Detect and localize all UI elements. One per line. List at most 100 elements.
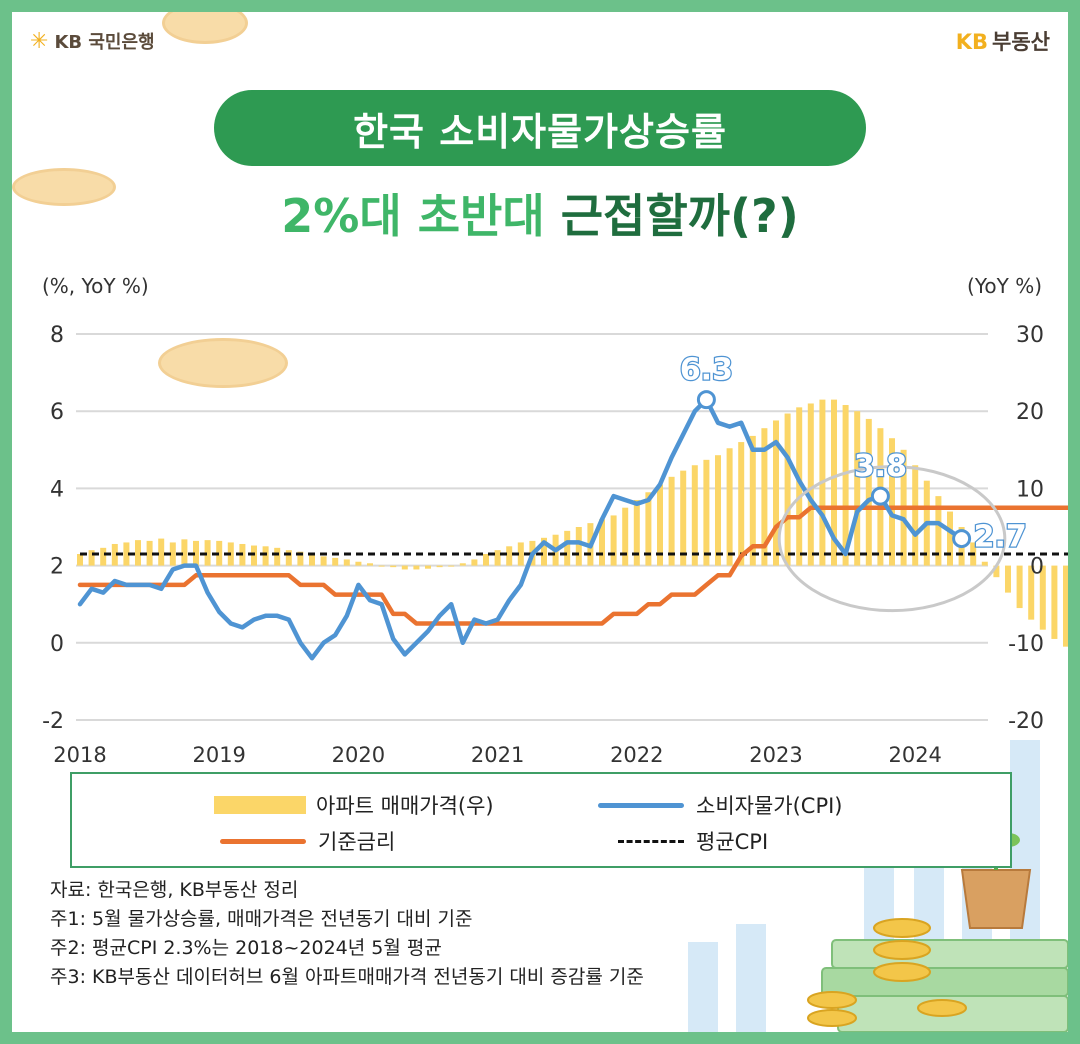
note-line: 주2: 평균CPI 2.3%는 2018~2024년 5월 평균 bbox=[50, 937, 442, 959]
bar-apartment-price bbox=[1016, 565, 1023, 609]
right-axis-tick-label: 20 bbox=[1016, 400, 1044, 425]
bar-apartment-price bbox=[564, 530, 571, 566]
bar-apartment-price bbox=[680, 470, 687, 566]
building-decoration bbox=[736, 924, 766, 1032]
cpi-marker bbox=[696, 390, 716, 410]
bar-apartment-price bbox=[993, 565, 1000, 578]
bar-apartment-price bbox=[378, 565, 385, 567]
bar-apartment-price bbox=[761, 428, 768, 566]
right-axis-tick-label: -10 bbox=[1008, 632, 1044, 657]
bar-apartment-price bbox=[401, 565, 408, 570]
bar-apartment-price bbox=[193, 540, 199, 566]
bar-apartment-price bbox=[935, 496, 942, 566]
legend-label-bars: 아파트 매매가격(우) bbox=[316, 794, 494, 818]
bar-apartment-price bbox=[285, 550, 292, 566]
bar-apartment-price bbox=[216, 540, 223, 566]
page-title: 한국 소비자물가상승률 bbox=[214, 90, 866, 166]
right-axis-tick-label: 10 bbox=[1016, 477, 1044, 502]
bar-apartment-price bbox=[100, 547, 107, 566]
legend-item-cpi: 소비자물가(CPI) bbox=[598, 790, 843, 820]
bar-apartment-price bbox=[657, 484, 663, 566]
bar-apartment-price bbox=[865, 418, 872, 566]
right-axis-unit-label: (YoY %) bbox=[967, 274, 1042, 298]
bar-apartment-price bbox=[575, 527, 582, 566]
bar-apartment-price bbox=[633, 499, 640, 566]
bar-apartment-price bbox=[367, 563, 373, 566]
right-axis-tick-label: -20 bbox=[1008, 709, 1044, 734]
bar-apartment-price bbox=[459, 563, 466, 566]
gold-coin-stack bbox=[873, 918, 931, 938]
x-axis-tick-label: 2019 bbox=[192, 743, 245, 767]
bar-apartment-price bbox=[204, 540, 211, 566]
x-axis-tick-label: 2018 bbox=[53, 743, 106, 767]
legend-item-bars: 아파트 매매가격(우) bbox=[214, 790, 494, 820]
bar-apartment-price bbox=[123, 542, 130, 566]
kb-bank-logo-text: KB 국민은행 bbox=[54, 32, 155, 53]
left-axis-unit-label: (%, YoY %) bbox=[42, 274, 149, 298]
bar-apartment-price bbox=[436, 565, 443, 568]
bar-apartment-price bbox=[981, 561, 988, 566]
bar-apartment-price bbox=[146, 540, 153, 566]
legend-swatch-cpi bbox=[598, 802, 684, 808]
bar-apartment-price bbox=[332, 557, 339, 566]
x-axis-tick-label: 2024 bbox=[888, 743, 941, 767]
note-line: 주3: KB부동산 데이터허브 6월 아파트매매가격 전년동기 대비 증감률 기… bbox=[50, 966, 644, 988]
kb-estate-logo-text: 부동산 bbox=[992, 30, 1050, 54]
bar-apartment-price bbox=[390, 565, 397, 568]
bar-apartment-price bbox=[668, 476, 675, 566]
bar-apartment-price bbox=[262, 546, 269, 566]
bar-apartment-price bbox=[158, 538, 165, 566]
legend-swatch-rate bbox=[220, 838, 306, 844]
bar-apartment-price bbox=[784, 413, 791, 566]
bar-apartment-price bbox=[320, 556, 327, 566]
legend-label-rate: 기준금리 bbox=[318, 830, 396, 854]
bar-apartment-price bbox=[715, 455, 721, 566]
bar-apartment-price bbox=[842, 405, 849, 566]
cpi-line bbox=[77, 397, 964, 661]
bar-apartment-price bbox=[738, 442, 745, 566]
x-axis-tick-label: 2022 bbox=[610, 743, 663, 767]
legend-label-avg: 평균CPI bbox=[696, 830, 769, 854]
coin-decoration-top bbox=[162, 12, 248, 44]
bar-apartment-price bbox=[309, 554, 315, 566]
bar-apartment-price bbox=[691, 465, 698, 566]
bar-apartment-price bbox=[749, 435, 756, 566]
bar-apartment-price bbox=[297, 551, 304, 566]
gold-coin-stack bbox=[917, 999, 967, 1017]
chart-legend: 아파트 매매가격(우) 소비자물가(CPI) 기준금리 평균CPI bbox=[70, 772, 1012, 868]
bar-apartment-price bbox=[251, 545, 257, 566]
highlight-ellipse bbox=[777, 465, 1007, 613]
bar-apartment-price bbox=[889, 438, 895, 566]
kb-bank-logo: ✳ KB 국민은행 bbox=[30, 28, 155, 54]
bar-apartment-price bbox=[599, 519, 605, 566]
bar-apartment-price bbox=[517, 542, 524, 566]
cash-stack bbox=[831, 939, 1068, 969]
legend-label-cpi: 소비자물가(CPI) bbox=[696, 794, 843, 818]
legend-swatch-avg bbox=[618, 839, 684, 843]
bar-apartment-price bbox=[471, 559, 478, 566]
kb-estate-logo: KB 부동산 bbox=[956, 26, 1050, 56]
plant-pot bbox=[960, 869, 1032, 929]
x-axis-tick-label: 2021 bbox=[471, 743, 524, 767]
bar-apartment-price bbox=[506, 546, 513, 566]
source-notes: 자료: 한국은행, KB부동산 정리 주1: 5월 물가상승률, 매매가격은 전… bbox=[50, 876, 644, 992]
bar-apartment-price bbox=[274, 547, 281, 566]
left-axis-tick-label: 6 bbox=[50, 400, 64, 425]
cpi-data-label: 3.8 bbox=[854, 449, 907, 484]
bar-apartment-price bbox=[1063, 565, 1068, 647]
policy-rate-line bbox=[77, 505, 1068, 626]
bar-apartment-price bbox=[831, 399, 837, 566]
kb-star-icon: ✳ bbox=[30, 28, 49, 54]
gold-coin-stack bbox=[807, 1009, 857, 1027]
subtitle-part1: 2%대 초반대 bbox=[281, 189, 545, 243]
bar-apartment-price bbox=[773, 420, 779, 566]
x-axis-tick-label: 2023 bbox=[749, 743, 802, 767]
right-axis-tick-label: 0 bbox=[1030, 555, 1044, 580]
bar-apartment-price bbox=[77, 554, 83, 566]
bar-apartment-price bbox=[1028, 565, 1035, 620]
bar-apartment-price bbox=[807, 403, 814, 566]
coin-decoration-chart bbox=[158, 338, 288, 388]
bar-apartment-price bbox=[1051, 565, 1058, 639]
bar-apartment-price bbox=[1039, 565, 1046, 630]
bar-apartment-price bbox=[541, 537, 547, 566]
